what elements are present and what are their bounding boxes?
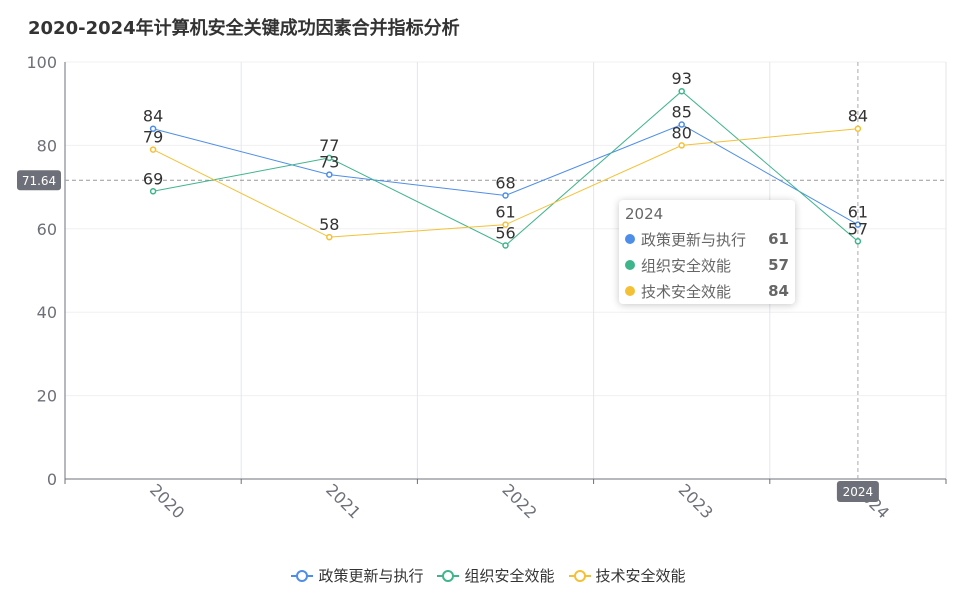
- y-tick-label: 100: [26, 53, 57, 72]
- data-label: 80: [672, 123, 692, 142]
- tooltip-series-name: 政策更新与执行: [641, 230, 747, 249]
- data-point: [149, 125, 157, 132]
- y-tick-label: 0: [47, 470, 57, 489]
- data-label: 57: [848, 219, 868, 238]
- x-tick-label: 2022: [498, 480, 540, 522]
- data-point: [854, 221, 862, 228]
- data-label: 84: [848, 107, 868, 126]
- tooltip-series-value: 84: [768, 282, 789, 300]
- x-tick-label: 2020: [146, 480, 188, 522]
- data-point: [854, 125, 862, 132]
- axis-pointer-x-label: 2024: [843, 485, 874, 499]
- tooltip: 2024 政策更新与执行 61 组织安全效能 57 技术安全效能 84: [619, 200, 795, 304]
- legend-item[interactable]: 技术安全效能: [568, 565, 686, 586]
- legend-line-icon: [291, 569, 314, 582]
- legend-item[interactable]: 组织安全效能: [437, 565, 555, 586]
- tooltip-row: 技术安全效能 84: [625, 278, 789, 304]
- tooltip-row: 组织安全效能 57: [625, 252, 789, 278]
- data-point: [149, 146, 157, 153]
- data-point: [678, 142, 685, 149]
- data-label: 61: [495, 203, 515, 222]
- legend-label: 政策更新与执行: [318, 567, 424, 585]
- data-label: 79: [143, 128, 163, 147]
- legend-label: 技术安全效能: [595, 567, 686, 585]
- y-tick-label: 20: [37, 387, 57, 406]
- data-label: 84: [143, 107, 163, 126]
- data-label: 69: [143, 169, 163, 188]
- data-label: 73: [319, 153, 339, 172]
- legend-label: 组织安全效能: [464, 567, 555, 585]
- y-tick-label: 60: [37, 220, 57, 239]
- x-tick-label: 2023: [675, 480, 717, 522]
- data-point: [149, 188, 157, 195]
- legend-line-icon: [568, 569, 591, 582]
- data-label: 56: [495, 223, 515, 242]
- data-label: 93: [672, 69, 692, 88]
- axis-pointer-x-badge: [836, 481, 879, 502]
- data-point: [502, 221, 509, 228]
- y-tick-label: 80: [37, 136, 57, 155]
- data-point: [854, 238, 862, 245]
- legend: 政策更新与执行 组织安全效能 技术安全效能: [0, 565, 977, 586]
- axis-pointer-y-label: 71.64: [22, 174, 56, 188]
- data-point: [326, 171, 333, 178]
- chart-title: 2020-2024年计算机安全关键成功因素合并指标分析: [28, 18, 460, 39]
- tooltip-series-name: 技术安全效能: [641, 282, 732, 301]
- tooltip-row: 政策更新与执行 61: [625, 226, 789, 252]
- data-label: 61: [848, 203, 868, 222]
- legend-line-icon: [437, 569, 460, 582]
- data-label: 77: [319, 136, 339, 155]
- data-label: 68: [495, 173, 515, 192]
- tooltip-series-value: 61: [768, 230, 789, 248]
- data-point: [326, 154, 333, 162]
- data-label: 58: [319, 215, 339, 234]
- y-tick-label: 40: [37, 303, 57, 322]
- data-point: [678, 87, 685, 95]
- axis-pointer-y-badge: [17, 170, 61, 191]
- data-point: [502, 242, 509, 249]
- tooltip-series-name: 组织安全效能: [641, 256, 732, 275]
- tooltip-title: 2024: [625, 205, 664, 223]
- legend-item[interactable]: 政策更新与执行: [291, 565, 423, 586]
- data-point: [326, 233, 333, 241]
- data-point: [502, 192, 509, 199]
- tooltip-series-value: 57: [768, 256, 789, 274]
- x-tick-label: 2021: [322, 480, 364, 522]
- data-label: 85: [672, 103, 692, 122]
- tooltip-dot: [625, 260, 635, 270]
- data-point: [678, 121, 685, 128]
- tooltip-dot: [625, 234, 635, 244]
- tooltip-dot: [625, 286, 635, 296]
